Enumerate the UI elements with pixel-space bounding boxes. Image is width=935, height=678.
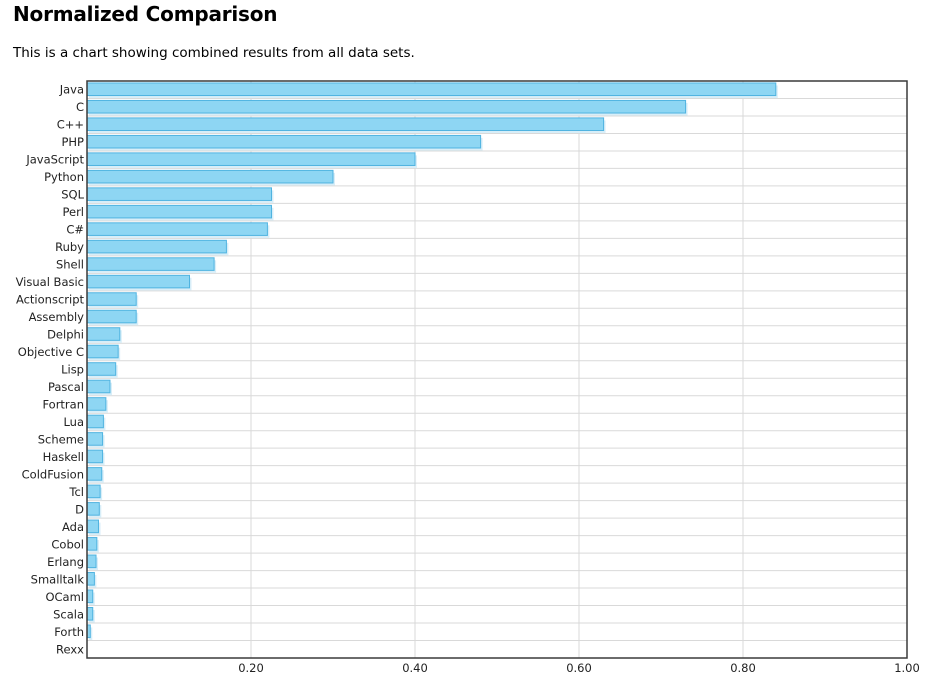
category-label: Objective C — [18, 345, 84, 359]
bar — [86, 274, 190, 289]
category-label: Perl — [62, 205, 84, 219]
category-label: Lisp — [61, 363, 84, 377]
category-label: C# — [66, 223, 84, 237]
category-label: Scala — [53, 607, 84, 621]
bar — [86, 309, 137, 324]
bar — [86, 397, 107, 411]
category-label: Assembly — [29, 310, 85, 324]
bar — [86, 169, 334, 184]
category-label: Java — [59, 83, 84, 97]
category-label: C++ — [57, 118, 84, 132]
x-tick-label: 0.20 — [238, 661, 264, 675]
category-label: Smalltalk — [31, 572, 85, 586]
category-label: Rexx — [56, 642, 84, 656]
category-label: Ada — [62, 520, 84, 534]
bar — [86, 257, 215, 271]
page-title: Normalized Comparison — [13, 2, 278, 26]
bar — [86, 606, 94, 621]
category-label: Forth — [54, 625, 84, 639]
bar — [86, 432, 104, 446]
bar — [86, 344, 119, 359]
x-tick-label: 0.80 — [730, 661, 756, 675]
category-label: OCaml — [45, 590, 84, 604]
bar — [86, 554, 97, 569]
chart-description: This is a chart showing combined results… — [13, 45, 415, 61]
bar — [86, 414, 104, 429]
category-label: Cobol — [51, 537, 84, 551]
category-label: Fortran — [42, 397, 84, 411]
category-label: D — [75, 502, 84, 516]
bar — [86, 519, 99, 534]
category-label: Scheme — [38, 432, 84, 446]
bar — [86, 502, 100, 516]
bar — [86, 117, 605, 132]
category-label: PHP — [61, 135, 84, 149]
bar — [86, 589, 94, 604]
bar — [86, 449, 104, 464]
bar — [86, 327, 121, 341]
category-label: Tcl — [68, 485, 84, 499]
category-label: Haskell — [43, 450, 84, 464]
bar — [86, 379, 111, 394]
bar — [86, 362, 117, 376]
category-label: Lua — [63, 415, 84, 429]
category-label: Ruby — [55, 240, 84, 254]
bar — [86, 572, 95, 586]
bar — [86, 292, 137, 306]
category-label: Python — [44, 170, 84, 184]
bar — [86, 99, 687, 114]
category-label: Delphi — [47, 328, 84, 342]
bar — [86, 187, 272, 201]
x-tick-label: 1.00 — [894, 661, 920, 675]
x-tick-label: 0.60 — [566, 661, 592, 675]
plot-frame — [86, 80, 908, 659]
category-label: Shell — [56, 258, 84, 272]
category-label: Actionscript — [16, 293, 85, 307]
category-label: Pascal — [48, 380, 84, 394]
category-label: C — [76, 100, 84, 114]
bar — [86, 82, 777, 97]
category-label: JavaScript — [25, 153, 84, 167]
bar — [86, 484, 101, 499]
category-label: Visual Basic — [16, 275, 84, 289]
bar — [86, 222, 268, 236]
category-label: Erlang — [47, 555, 84, 569]
bar — [86, 204, 272, 219]
bar — [86, 467, 103, 481]
bar — [86, 152, 416, 166]
bar — [86, 239, 227, 254]
category-label: SQL — [61, 188, 84, 202]
category-label: ColdFusion — [22, 467, 84, 481]
bar — [86, 537, 98, 551]
x-tick-label: 0.40 — [402, 661, 428, 675]
bar — [86, 134, 482, 149]
